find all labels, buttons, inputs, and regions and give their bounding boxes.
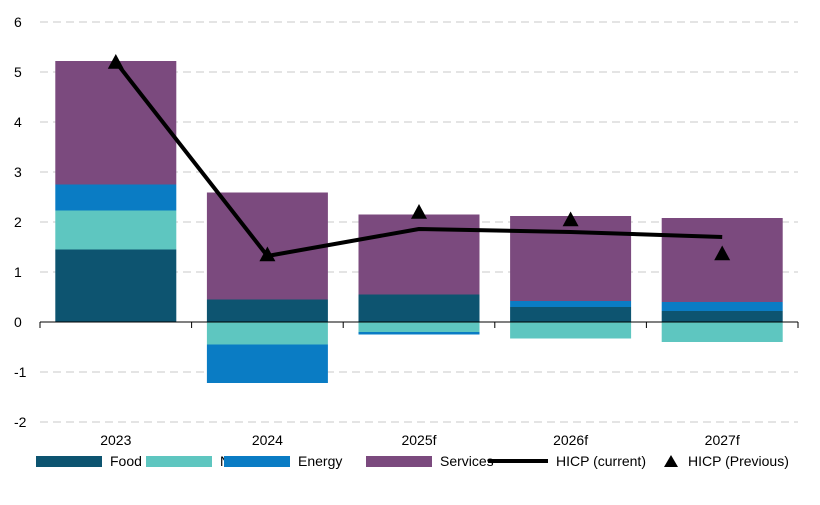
- y-tick-label: 1: [14, 264, 22, 280]
- bar-services-2025f: [358, 214, 480, 295]
- bar-services-2024: [206, 192, 328, 300]
- y-tick-label: 6: [14, 14, 22, 30]
- bar-food-2026f: [510, 307, 632, 322]
- y-tick-label: -2: [14, 414, 27, 430]
- legend-label-hicp-previous: HICP (Previous): [688, 453, 789, 469]
- hicp-current-line-layer: [114, 60, 723, 258]
- bar-energy-2026f: [510, 301, 632, 307]
- hicp-previous-marker-2026f: [562, 211, 579, 227]
- y-axis-tick-labels: 6 5 4 3 2 1 0 -1 -2: [14, 14, 27, 430]
- bar-energy-2025f: [358, 332, 480, 335]
- x-tick-label: 2026f: [553, 432, 588, 448]
- x-tick-label: 2027f: [705, 432, 740, 448]
- bar-neig-2025f: [358, 322, 480, 332]
- hicp-previous-marker-2025f: [411, 204, 427, 219]
- y-tick-label: 0: [14, 314, 22, 330]
- y-tick-label: 2: [14, 214, 22, 230]
- legend-swatch-food: [36, 455, 102, 467]
- legend: Food NEIG Energy Services HICP (current)…: [0, 450, 820, 474]
- bar-services-2023: [55, 61, 177, 185]
- legend-label-services: Services: [440, 453, 494, 469]
- bar-food-2023: [55, 249, 177, 322]
- hicp-previous-marker-2023: [107, 54, 124, 69]
- bar-food-2027f: [661, 311, 783, 322]
- hicp-previous-marker-2024: [259, 246, 276, 262]
- x-tick-label: 2024: [252, 432, 283, 448]
- hicp-current-line: [114, 60, 723, 258]
- legend-label-hicp-current: HICP (current): [556, 453, 646, 469]
- bar-energy-2027f: [661, 302, 783, 311]
- legend-label-energy: Energy: [298, 453, 343, 469]
- legend-item-energy: Energy: [224, 450, 342, 472]
- bar-neig-2027f: [661, 322, 783, 342]
- legend-swatch-services: [366, 455, 432, 467]
- y-tick-label: 5: [14, 64, 22, 80]
- legend-triangle-icon: [664, 455, 678, 467]
- legend-label-food: Food: [110, 453, 142, 469]
- x-tick-label: 2025f: [401, 432, 436, 448]
- legend-swatch-energy: [224, 455, 290, 467]
- legend-item-food: Food: [36, 450, 142, 472]
- legend-item-services: Services: [366, 450, 494, 472]
- legend-item-hicp-previous: HICP (Previous): [664, 450, 789, 472]
- hicp-previous-marker-2027f: [714, 245, 731, 261]
- legend-item-hicp-current: HICP (current): [488, 450, 646, 472]
- x-tick-label: 2023: [100, 432, 131, 448]
- y-tick-label: 3: [14, 164, 22, 180]
- hicp-previous-markers: [107, 54, 731, 262]
- y-tick-label: -1: [14, 364, 27, 380]
- bar-energy-2024: [206, 344, 328, 383]
- bar-series: [55, 61, 783, 383]
- bar-services-2026f: [510, 216, 632, 301]
- bar-energy-2023: [55, 184, 177, 211]
- bar-neig-2023: [55, 210, 177, 250]
- chart-area: 6 5 4 3 2 1 0 -1 -2 2023 2024 2025f 2026f 2027f: [14, 14, 799, 448]
- bar-neig-2026f: [510, 322, 632, 339]
- legend-swatch-neig: [146, 455, 212, 467]
- bar-food-2025f: [358, 294, 480, 322]
- y-tick-label: 4: [14, 114, 22, 130]
- x-axis-tick-labels: 2023 2024 2025f 2026f 2027f: [100, 432, 740, 448]
- legend-swatch-hicp-current: [488, 459, 548, 463]
- bar-food-2024: [206, 299, 328, 322]
- x-axis: [39, 321, 799, 328]
- bar-neig-2024: [206, 322, 328, 345]
